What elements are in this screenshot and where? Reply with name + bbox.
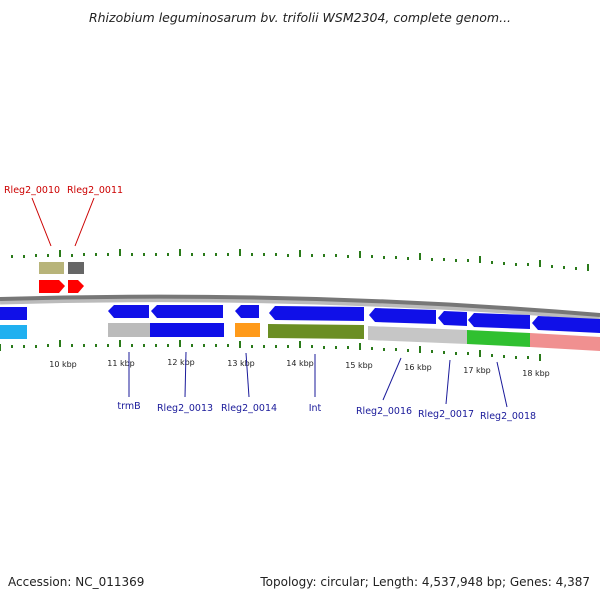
tick-label-12kbp: 12 kbp (167, 358, 195, 367)
gene-label-rleg2-0017[interactable]: Rleg2_0017 (418, 409, 474, 420)
gene-rleg2-0017-arrow[interactable] (438, 311, 467, 326)
forward-leaders (31, 197, 95, 247)
gene-label-rleg2-0010[interactable]: Rleg2_0010 (4, 185, 60, 196)
gene-rleg2-0011-cog[interactable] (68, 262, 84, 274)
map-title: Rhizobium leguminosarum bv. trifolii WSM… (88, 10, 512, 25)
cog-bar-rleg2-0013 (150, 323, 224, 337)
tick-label-11kbp: 11 kbp (107, 359, 135, 368)
gene-label-rleg2-0018[interactable]: Rleg2_0018 (480, 411, 536, 422)
cog-bar-rleg2-0018 (467, 330, 530, 347)
gene-rleg2-0013-arrow[interactable] (151, 305, 223, 318)
forward-tick-marks (11, 249, 589, 271)
tick-label-17kbp: 17 kbp (463, 366, 491, 375)
cog-bar-trmB (108, 323, 150, 337)
tick-label-16kbp: 16 kbp (404, 363, 432, 372)
tick-label-15kbp: 15 kbp (345, 361, 373, 370)
tick-label-10kbp: 10 kbp (49, 360, 77, 369)
gene-trmB-arrow[interactable] (108, 305, 149, 318)
tick-label-14kbp: 14 kbp (286, 359, 314, 368)
gene-rleg2-0010-cog[interactable] (39, 262, 64, 274)
accession-info: Accession: NC_011369 (8, 575, 145, 589)
gene-label-rleg2-0011[interactable]: Rleg2_0011 (67, 185, 123, 196)
reverse-leaders (128, 351, 508, 408)
gene-label-rleg2-0016[interactable]: Rleg2_0016 (356, 406, 412, 417)
cog-bar-rleg2-0016-0017 (368, 326, 467, 344)
gene-int-arrow[interactable] (269, 306, 364, 321)
gene-rleg2-0010-arrow[interactable] (39, 280, 65, 293)
cog-bar-left (0, 325, 27, 339)
gene-label-trmB[interactable]: trmB (117, 401, 140, 412)
gene-label-rleg2-0013[interactable]: Rleg2_0013 (157, 403, 213, 414)
gene-arrow-left[interactable] (0, 307, 27, 320)
reverse-tick-marks (0, 340, 541, 361)
backbone (0, 294, 600, 317)
tick-label-18kbp: 18 kbp (522, 369, 550, 378)
gene-label-int[interactable]: Int (309, 403, 322, 414)
gene-arrow-right[interactable] (532, 316, 600, 333)
backbone-shadow (0, 295, 600, 321)
topology-info: Topology: circular; Length: 4,537,948 bp… (260, 575, 590, 589)
cog-bar-int (268, 324, 364, 339)
cog-bar-rleg2-0014 (235, 323, 260, 337)
gene-rleg2-0018-arrow[interactable] (468, 313, 530, 329)
gene-rleg2-0011-arrow[interactable] (68, 280, 84, 293)
cog-bar-right (530, 333, 600, 351)
tick-label-13kbp: 13 kbp (227, 359, 255, 368)
gene-rleg2-0014-arrow[interactable] (235, 305, 259, 318)
gene-label-rleg2-0014[interactable]: Rleg2_0014 (221, 403, 277, 414)
gene-rleg2-0016-arrow[interactable] (369, 308, 436, 324)
